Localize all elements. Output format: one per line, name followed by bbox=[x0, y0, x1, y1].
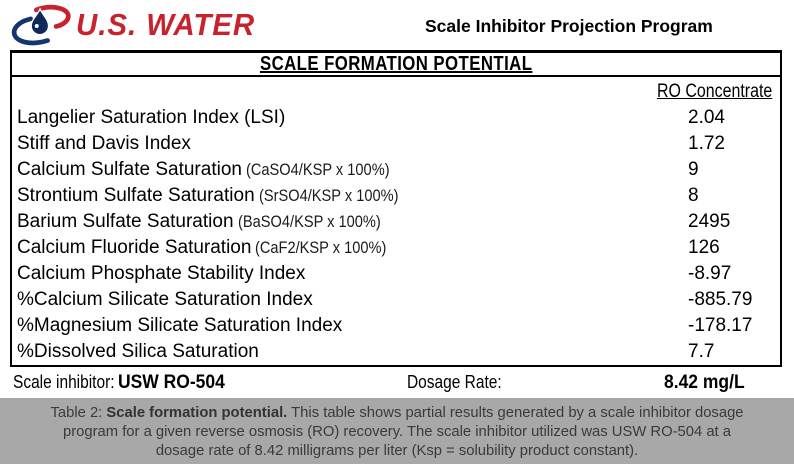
table-row: %Calcium Silicate Saturation Index -885.… bbox=[12, 287, 780, 313]
table-row: Calcium Phosphate Stability Index -8.97 bbox=[12, 261, 780, 287]
scale-inhibitor-label: Scale inhibitor: bbox=[13, 372, 115, 392]
row-label-wrap: Calcium Phosphate Stability Index bbox=[17, 263, 688, 285]
caption-bold-title: Scale formation potential. bbox=[106, 405, 288, 421]
row-label: Strontium Sulfate Saturation bbox=[17, 185, 255, 206]
table-title-band: SCALE FORMATION POTENTIAL bbox=[12, 53, 780, 77]
row-label: Calcium Fluoride Saturation bbox=[17, 237, 252, 258]
table-row: Strontium Sulfate Saturation (SrSO4/KSP x… bbox=[12, 183, 780, 209]
caption-prefix: Table 2: bbox=[50, 405, 107, 421]
table-row: Calcium Sulfate Saturation (CaSO4/KSP x 1… bbox=[12, 157, 780, 183]
row-qualifier: (CaF2/KSP x 100%) bbox=[255, 238, 387, 257]
table-row: Langelier Saturation Index (LSI) 2.04 bbox=[12, 105, 780, 131]
inhibitor-summary-row: Scale inhibitor: USW RO-504 Dosage Rate:… bbox=[0, 370, 794, 397]
row-qualifier: (CaSO4/KSP x 100%) bbox=[245, 160, 390, 179]
row-label: %Dissolved Silica Saturation bbox=[17, 341, 259, 362]
row-value: -885.79 bbox=[688, 289, 753, 310]
row-label: Calcium Phosphate Stability Index bbox=[17, 263, 306, 284]
dosage-rate-value: 8.42 mg/L bbox=[664, 372, 745, 393]
row-label-wrap: %Magnesium Silicate Saturation Index bbox=[17, 315, 688, 337]
row-qualifier: (BaSO4/KSP x 100%) bbox=[237, 212, 381, 231]
scale-formation-table: SCALE FORMATION POTENTIAL RO Concentrate… bbox=[10, 50, 782, 367]
row-label-wrap: Barium Sulfate Saturation (BaSO4/KSP x 10… bbox=[17, 211, 688, 233]
row-value: 7.7 bbox=[688, 341, 715, 362]
table-row: Calcium Fluoride Saturation (CaF2/KSP x 1… bbox=[12, 235, 780, 261]
us-water-logo: U.S. WATER bbox=[8, 3, 265, 47]
row-label: %Magnesium Silicate Saturation Index bbox=[17, 315, 343, 336]
row-value: 9 bbox=[688, 159, 699, 180]
row-value: 2.04 bbox=[688, 107, 725, 128]
figure-caption: Table 2: Scale formation potential. This… bbox=[44, 398, 750, 461]
row-label-wrap: Stiff and Davis Index bbox=[17, 133, 688, 155]
table-title: SCALE FORMATION POTENTIAL bbox=[259, 52, 533, 75]
figure-caption-band: Table 2: Scale formation potential. This… bbox=[0, 398, 794, 464]
column-header-ro-concentrate: RO Concentrate bbox=[656, 81, 772, 102]
top-banner: U.S. WATER Scale Inhibitor Projection Pr… bbox=[0, 0, 794, 50]
row-label: %Calcium Silicate Saturation Index bbox=[17, 289, 313, 310]
table-body: Langelier Saturation Index (LSI) 2.04 St… bbox=[12, 105, 780, 365]
dosage-rate-label: Dosage Rate: bbox=[407, 372, 502, 392]
row-value: 1.72 bbox=[688, 133, 725, 154]
row-qualifier: (SrSO4/KSP x 100%) bbox=[258, 186, 399, 205]
row-value: -178.17 bbox=[688, 315, 753, 336]
row-label-wrap: Calcium Fluoride Saturation (CaF2/KSP x 1… bbox=[17, 237, 688, 259]
row-label-wrap: %Calcium Silicate Saturation Index bbox=[17, 289, 688, 311]
row-value: 2495 bbox=[688, 211, 731, 232]
row-label-wrap: %Dissolved Silica Saturation bbox=[17, 341, 688, 363]
program-title: Scale Inhibitor Projection Program bbox=[425, 16, 713, 36]
row-label-wrap: Langelier Saturation Index (LSI) bbox=[17, 107, 688, 129]
row-value: -8.97 bbox=[688, 263, 732, 284]
row-value: 126 bbox=[688, 237, 720, 258]
water-swoosh-drop-icon bbox=[11, 4, 71, 46]
caption-body: This table shows partial results generat… bbox=[62, 405, 744, 459]
table-row: %Magnesium Silicate Saturation Index -17… bbox=[12, 313, 780, 339]
table-row: Barium Sulfate Saturation (BaSO4/KSP x 10… bbox=[12, 209, 780, 235]
row-label-wrap: Strontium Sulfate Saturation (SrSO4/KSP x… bbox=[17, 185, 688, 207]
row-label: Barium Sulfate Saturation bbox=[17, 211, 234, 232]
column-header-row: RO Concentrate bbox=[12, 77, 780, 105]
row-value: 8 bbox=[688, 185, 699, 206]
row-label: Stiff and Davis Index bbox=[17, 133, 191, 154]
table-row: %Dissolved Silica Saturation 7.7 bbox=[12, 339, 780, 365]
logo-wordmark: U.S. WATER bbox=[76, 7, 256, 42]
row-label: Calcium Sulfate Saturation bbox=[17, 159, 242, 180]
table-row: Stiff and Davis Index 1.72 bbox=[12, 131, 780, 157]
scale-inhibitor-value: USW RO-504 bbox=[118, 372, 225, 393]
row-label: Langelier Saturation Index (LSI) bbox=[17, 107, 286, 128]
row-label-wrap: Calcium Sulfate Saturation (CaSO4/KSP x 1… bbox=[17, 159, 688, 181]
